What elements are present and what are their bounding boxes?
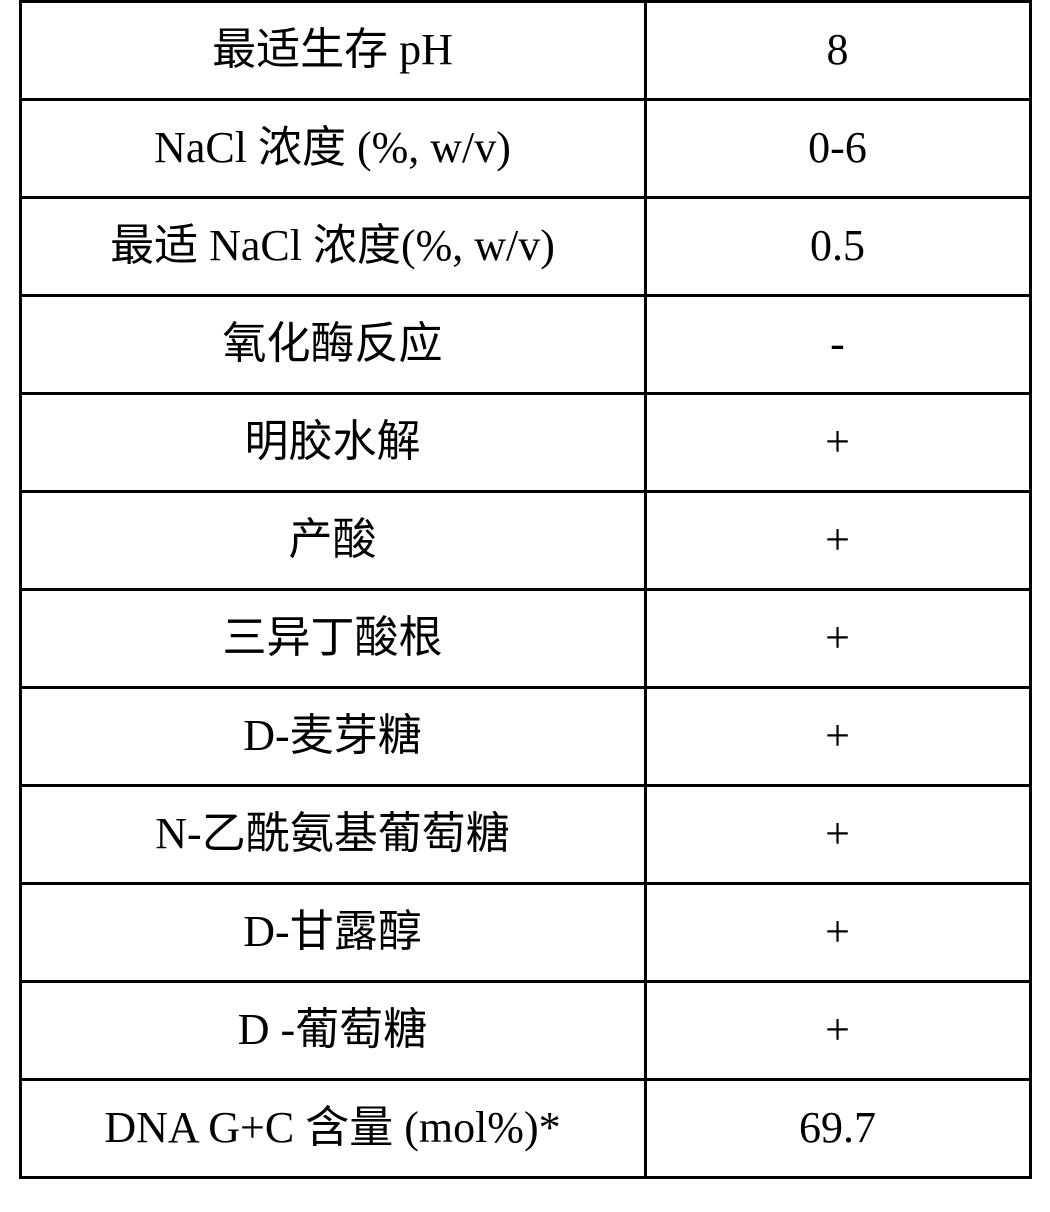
cell-value: 0.5: [645, 198, 1030, 296]
table-row: 氧化酶反应 -: [20, 296, 1030, 394]
table-row: D -葡萄糖 +: [20, 982, 1030, 1080]
properties-table: 最适生存 pH 8 NaCl 浓度 (%, w/v) 0-6 最适 NaCl 浓…: [19, 0, 1032, 1179]
cell-label: 最适 NaCl 浓度(%, w/v): [20, 198, 645, 296]
table-row: 最适 NaCl 浓度(%, w/v) 0.5: [20, 198, 1030, 296]
cell-label: 产酸: [20, 492, 645, 590]
cell-label: D -葡萄糖: [20, 982, 645, 1080]
table-row: D-甘露醇 +: [20, 884, 1030, 982]
cell-label: N-乙酰氨基葡萄糖: [20, 786, 645, 884]
table-row: DNA G+C 含量 (mol%)* 69.7: [20, 1080, 1030, 1178]
table-row: NaCl 浓度 (%, w/v) 0-6: [20, 100, 1030, 198]
cell-label: 明胶水解: [20, 394, 645, 492]
cell-label: 氧化酶反应: [20, 296, 645, 394]
table-row: 最适生存 pH 8: [20, 2, 1030, 100]
cell-label: 三异丁酸根: [20, 590, 645, 688]
table-row: 明胶水解 +: [20, 394, 1030, 492]
table-row: 产酸 +: [20, 492, 1030, 590]
cell-value: +: [645, 786, 1030, 884]
cell-value: +: [645, 982, 1030, 1080]
cell-value: +: [645, 492, 1030, 590]
cell-label: D-甘露醇: [20, 884, 645, 982]
cell-value: 8: [645, 2, 1030, 100]
cell-value: 0-6: [645, 100, 1030, 198]
table-row: D-麦芽糖 +: [20, 688, 1030, 786]
cell-value: -: [645, 296, 1030, 394]
table-row: 三异丁酸根 +: [20, 590, 1030, 688]
cell-label: D-麦芽糖: [20, 688, 645, 786]
cell-value: +: [645, 884, 1030, 982]
table-row: N-乙酰氨基葡萄糖 +: [20, 786, 1030, 884]
cell-label: 最适生存 pH: [20, 2, 645, 100]
cell-value: +: [645, 590, 1030, 688]
cell-value: +: [645, 688, 1030, 786]
cell-label: NaCl 浓度 (%, w/v): [20, 100, 645, 198]
cell-value: 69.7: [645, 1080, 1030, 1178]
cell-value: +: [645, 394, 1030, 492]
page: 最适生存 pH 8 NaCl 浓度 (%, w/v) 0-6 最适 NaCl 浓…: [0, 0, 1050, 1212]
cell-label: DNA G+C 含量 (mol%)*: [20, 1080, 645, 1178]
